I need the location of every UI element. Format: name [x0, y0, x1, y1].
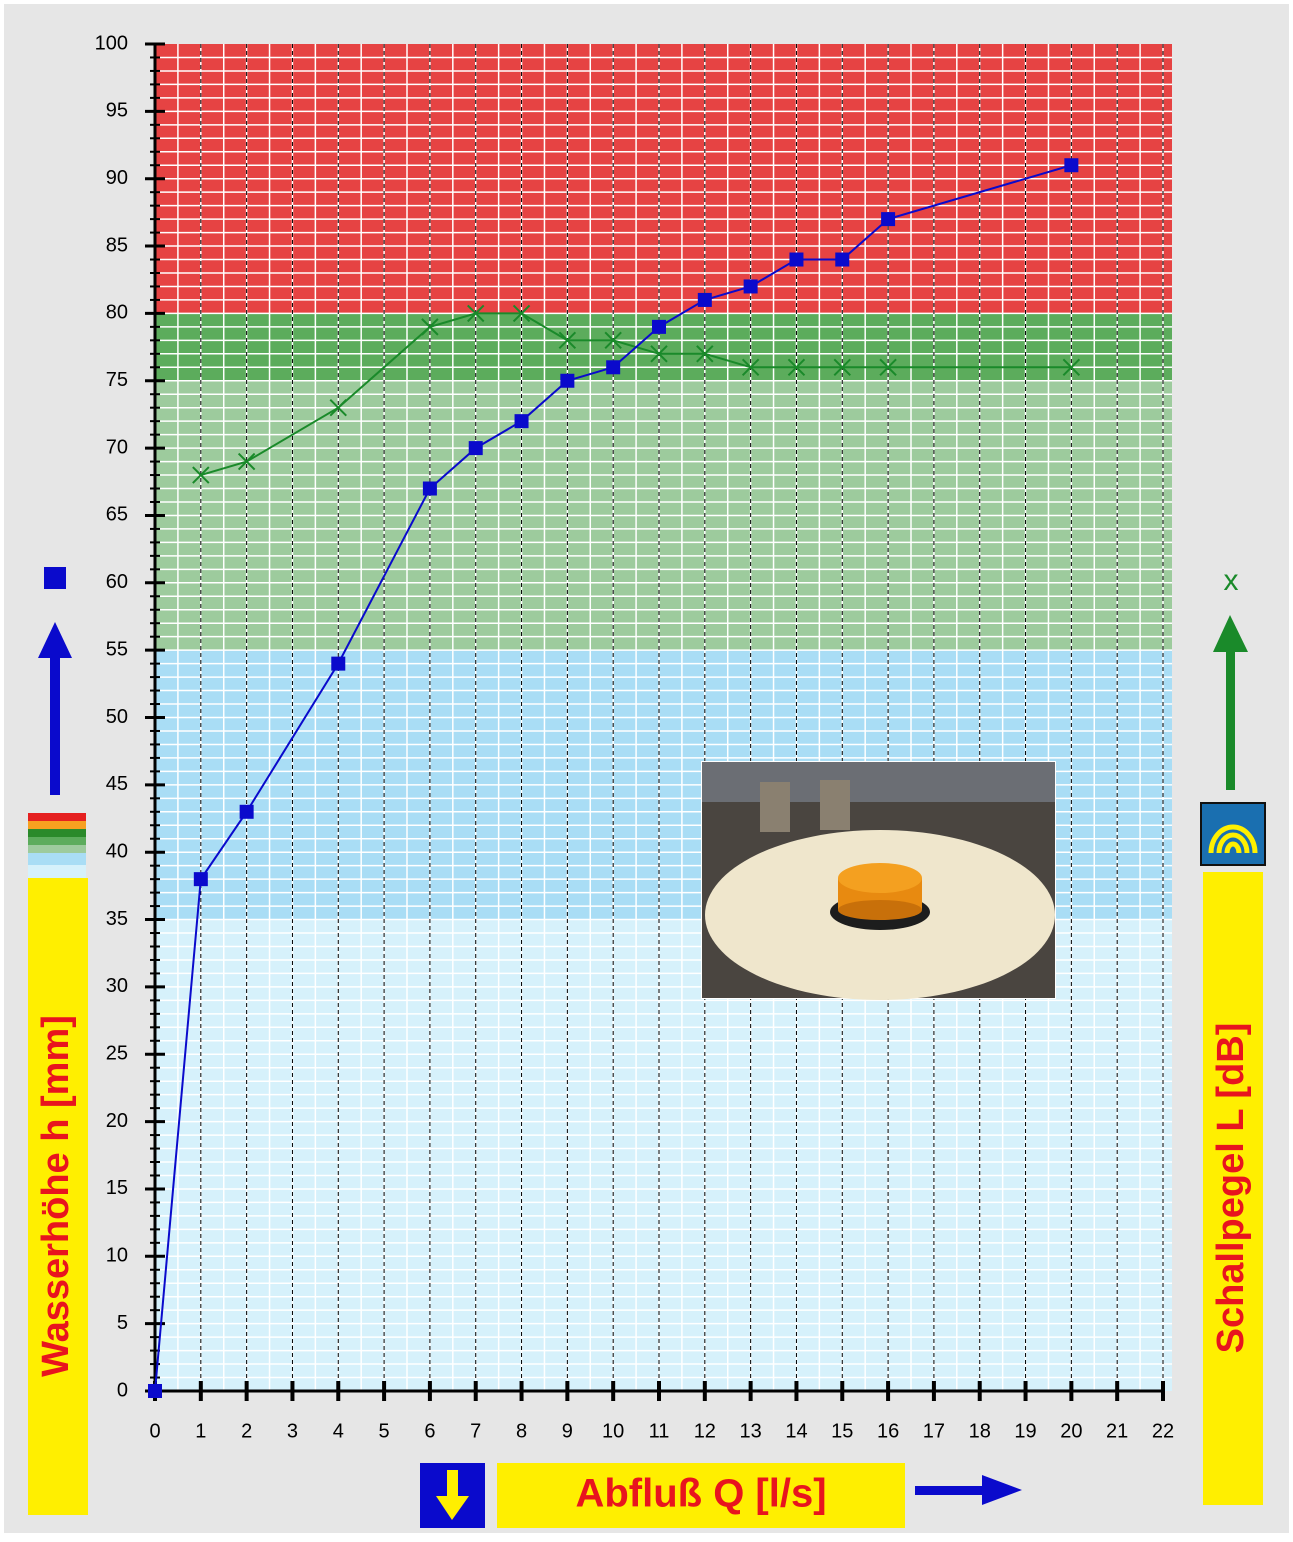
data-point	[881, 212, 895, 226]
y-tick-label: 15	[106, 1177, 128, 1199]
y-tick-label: 65	[106, 504, 128, 526]
y-tick-label: 60	[106, 571, 128, 593]
y-tick-label: 35	[106, 908, 128, 930]
x-tick-label: 2	[241, 1420, 252, 1442]
x-tick-label: 10	[602, 1420, 624, 1442]
data-point	[194, 872, 208, 886]
data-point	[698, 293, 712, 307]
x-tick-label: 19	[1014, 1420, 1036, 1442]
x-tick-label: 4	[333, 1420, 344, 1442]
y-tick-label: 25	[106, 1043, 128, 1065]
y-axis-label: Wasserhöhe h [mm]	[35, 1015, 77, 1377]
x-tick-label: 15	[831, 1420, 853, 1442]
data-point	[606, 360, 620, 374]
y-tick-label: 30	[106, 975, 128, 997]
chart: Wasserhöhe h [mm] Schallpegel L [dB] x A…	[0, 0, 1293, 1537]
x-tick-label: 6	[424, 1420, 435, 1442]
y-tick-label: 40	[106, 840, 128, 862]
data-point	[835, 253, 849, 267]
data-point	[560, 374, 574, 388]
plot-area	[145, 44, 1172, 1401]
data-point	[789, 253, 803, 267]
x-tick-label: 5	[379, 1420, 390, 1442]
x-tick-label: 11	[649, 1420, 670, 1442]
y-tick-label: 5	[117, 1312, 128, 1334]
data-point	[240, 805, 254, 819]
data-point	[1064, 158, 1078, 172]
legend-symbol	[44, 567, 66, 589]
photo	[702, 762, 1055, 1000]
x-tick-label: 1	[195, 1420, 206, 1442]
data-point	[744, 279, 758, 293]
y-tick-label: 90	[106, 167, 128, 189]
x-tick-label: 21	[1106, 1420, 1128, 1442]
y-tick-label: 95	[106, 100, 128, 122]
y-tick-label: 10	[106, 1245, 128, 1267]
y-tick-label: 100	[95, 32, 128, 54]
data-point	[652, 320, 666, 334]
sound-icon	[1201, 803, 1265, 865]
x-tick-label: 13	[740, 1420, 762, 1442]
y2-symbol: x	[1224, 564, 1239, 597]
y-tick-label: 45	[106, 773, 128, 795]
x-tick-label: 8	[516, 1420, 527, 1442]
down-icon	[420, 1463, 485, 1528]
y-tick-label: 75	[106, 369, 128, 391]
data-point	[423, 482, 437, 496]
level-scale	[28, 813, 86, 878]
data-point	[331, 657, 345, 671]
data-point	[515, 414, 529, 428]
y-tick-label: 70	[106, 436, 128, 458]
data-point	[148, 1384, 162, 1398]
x-tick-label: 7	[470, 1420, 481, 1442]
x-tick-label: 17	[923, 1420, 945, 1442]
x-tick-label: 12	[694, 1420, 716, 1442]
y2-axis-label: Schallpegel L [dB]	[1210, 1023, 1252, 1354]
x-axis-label: Abfluß Q [l/s]	[575, 1472, 826, 1516]
x-tick-label: 0	[149, 1420, 160, 1442]
y-tick-label: 20	[106, 1110, 128, 1132]
x-tick-label: 9	[562, 1420, 573, 1442]
x-tick-label: 14	[785, 1420, 807, 1442]
data-point	[469, 441, 483, 455]
x-tick-label: 18	[969, 1420, 991, 1442]
y-tick-label: 55	[106, 638, 128, 660]
x-tick-label: 16	[877, 1420, 899, 1442]
x-tick-label: 20	[1060, 1420, 1082, 1442]
y-tick-label: 85	[106, 234, 128, 256]
y-tick-label: 0	[117, 1379, 128, 1401]
x-tick-label: 3	[287, 1420, 298, 1442]
y-tick-label: 80	[106, 302, 128, 324]
y-tick-label: 50	[106, 706, 128, 728]
x-tick-label: 22	[1152, 1420, 1174, 1442]
